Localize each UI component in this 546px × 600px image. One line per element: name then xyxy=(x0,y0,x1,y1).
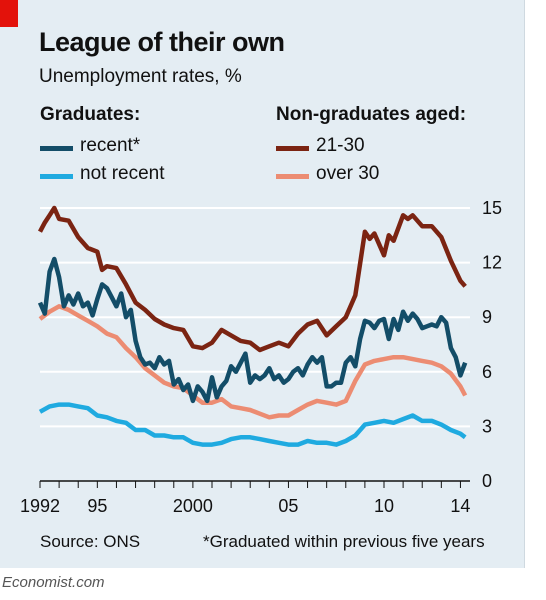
y-tick-label: 12 xyxy=(482,253,502,273)
x-tick-label: 05 xyxy=(278,496,298,516)
x-axis-ticks xyxy=(39,481,461,488)
footnote: *Graduated within previous five years xyxy=(203,532,485,551)
x-tick-label: 2000 xyxy=(173,496,213,516)
economist-brand: Economist.com xyxy=(2,574,105,591)
chart-panel xyxy=(0,0,525,568)
brand-red-tag xyxy=(0,0,18,27)
series-line-over-30 xyxy=(38,304,468,420)
source-note: Source: ONS xyxy=(40,532,141,551)
chart-subtitle: Unemployment rates, % xyxy=(39,66,242,87)
legend-label-over-30: over 30 xyxy=(316,163,380,184)
legend-swatch-not-recent xyxy=(40,174,73,179)
y-axis-tick-labels: 0 3 6 9 12 15 xyxy=(482,198,502,491)
legend-label-not-recent: not recent xyxy=(80,163,165,184)
x-tick-label: 95 xyxy=(87,496,107,516)
legend-swatch-recent xyxy=(40,146,73,151)
series-line-21-30 xyxy=(38,205,467,353)
y-tick-label: 3 xyxy=(482,416,492,436)
legend-label-recent: recent* xyxy=(80,135,141,156)
series-line-recent xyxy=(37,256,468,404)
legend-swatch-over-30 xyxy=(276,174,309,179)
y-tick-label: 15 xyxy=(482,198,502,218)
x-tick-label: 1992 xyxy=(20,496,60,516)
legend-non-graduates-heading: Non-graduates aged: xyxy=(276,104,467,125)
chart-title: League of their own xyxy=(39,27,285,57)
x-axis-tick-labels: 1992 95 2000 05 10 14 xyxy=(20,496,470,516)
x-tick-label: 10 xyxy=(374,496,394,516)
legend-swatch-21-30 xyxy=(276,146,309,151)
legend-label-21-30: 21-30 xyxy=(316,135,365,156)
legend-graduates-heading: Graduates: xyxy=(40,104,141,125)
y-tick-label: 9 xyxy=(482,307,492,327)
series-lines xyxy=(37,205,468,447)
y-tick-label: 0 xyxy=(482,471,492,491)
x-tick-label: 14 xyxy=(450,496,470,516)
grid-lines xyxy=(40,207,470,482)
series-line-not-recent xyxy=(38,402,467,447)
y-tick-label: 6 xyxy=(482,362,492,382)
